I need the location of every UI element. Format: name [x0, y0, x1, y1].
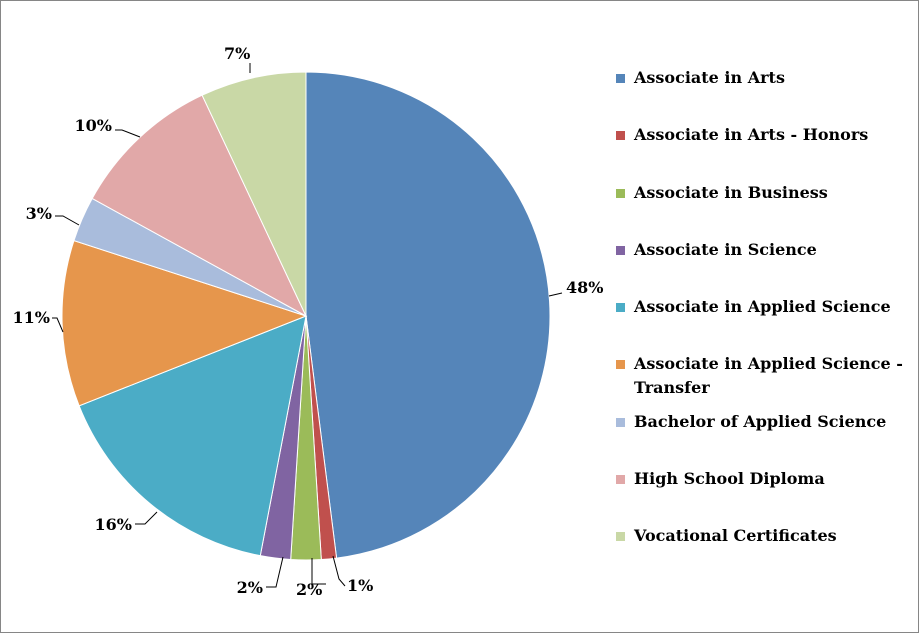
legend-item: Vocational Certificates	[616, 524, 912, 548]
data-label: 7%	[224, 44, 250, 63]
data-label: 1%	[347, 576, 373, 595]
pie-slice	[61, 239, 308, 407]
leader-line	[311, 558, 326, 585]
legend-swatch	[616, 475, 625, 484]
legend-swatch	[616, 189, 625, 198]
legend-label: Associate in Applied Science	[634, 297, 891, 316]
legend-label: Associate in Science	[634, 240, 817, 259]
leader-line	[332, 555, 346, 587]
leader-line	[135, 511, 158, 525]
data-label: 10%	[75, 116, 112, 135]
leader-line	[548, 292, 563, 297]
pie-slice	[305, 71, 551, 559]
legend-label: High School Diploma	[634, 469, 825, 488]
data-label: 3%	[26, 204, 52, 223]
data-label: 2%	[237, 578, 263, 597]
legend-item: Associate in Applied Science - Transfer	[616, 352, 912, 400]
legend-swatch	[616, 246, 625, 255]
legend-label: Associate in Arts - Honors	[634, 125, 869, 144]
pie-slice	[201, 71, 307, 317]
legend-swatch	[616, 303, 625, 312]
legend-swatch	[616, 360, 625, 369]
data-label: 16%	[95, 515, 132, 534]
leader-line	[266, 556, 284, 588]
legend-item: Associate in Applied Science	[616, 295, 912, 319]
legend-item: Associate in Arts	[616, 66, 912, 90]
legend-item: High School Diploma	[616, 467, 912, 491]
legend-label: Associate in Arts	[634, 68, 785, 87]
data-label: 11%	[13, 308, 50, 327]
legend-label: Vocational Certificates	[634, 526, 837, 545]
legend-item: Associate in Business	[616, 181, 912, 205]
legend-swatch	[616, 532, 625, 541]
legend-swatch	[616, 74, 625, 83]
pie-slice	[91, 94, 308, 318]
legend-swatch	[616, 131, 625, 140]
data-label: 2%	[296, 580, 322, 599]
leader-line	[52, 317, 64, 333]
legend-label: Bachelor of Applied Science	[634, 412, 887, 431]
legend-label: Associate in Business	[634, 183, 828, 202]
legend-item: Associate in Arts - Honors	[616, 123, 912, 147]
legend-swatch	[616, 418, 625, 427]
data-label: 48%	[566, 278, 603, 297]
legend-item: Bachelor of Applied Science	[616, 410, 912, 434]
leader-line	[55, 215, 80, 226]
legend-label: Associate in Applied Science - Transfer	[634, 354, 903, 397]
pie-slice	[78, 315, 307, 557]
legend-item: Associate in Science	[616, 238, 912, 262]
leader-line	[115, 129, 141, 138]
